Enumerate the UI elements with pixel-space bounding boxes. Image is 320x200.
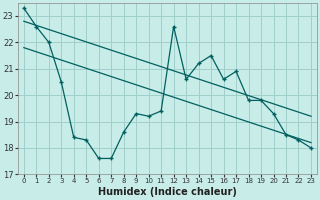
X-axis label: Humidex (Indice chaleur): Humidex (Indice chaleur) — [98, 187, 237, 197]
